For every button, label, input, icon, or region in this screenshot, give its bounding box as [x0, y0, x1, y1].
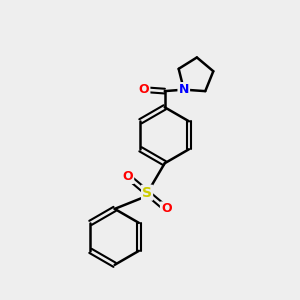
Text: O: O — [123, 170, 133, 183]
Text: N: N — [179, 83, 189, 96]
Text: N: N — [179, 83, 189, 96]
Text: S: S — [142, 186, 152, 200]
Text: O: O — [161, 202, 172, 215]
Text: O: O — [139, 83, 149, 96]
